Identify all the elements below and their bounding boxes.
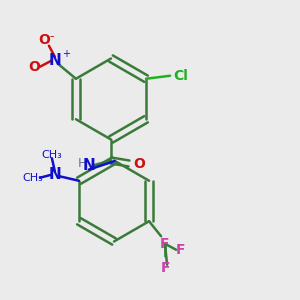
Text: F: F xyxy=(161,261,170,275)
Text: N: N xyxy=(49,53,61,68)
Text: CH₃: CH₃ xyxy=(42,150,62,160)
Text: -: - xyxy=(50,30,54,43)
Text: CH₃: CH₃ xyxy=(22,173,43,183)
Text: N: N xyxy=(49,167,61,182)
Text: +: + xyxy=(62,49,70,59)
Text: O: O xyxy=(28,60,40,74)
Text: F: F xyxy=(176,243,185,257)
Text: O: O xyxy=(134,157,146,170)
Text: F: F xyxy=(159,237,169,251)
Text: Cl: Cl xyxy=(173,69,188,83)
Text: O: O xyxy=(38,33,50,47)
Text: H: H xyxy=(78,157,87,170)
Text: N: N xyxy=(83,158,95,173)
